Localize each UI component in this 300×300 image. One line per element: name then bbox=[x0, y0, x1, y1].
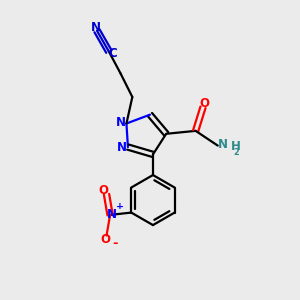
Text: -: - bbox=[112, 237, 118, 250]
Text: C: C bbox=[108, 47, 117, 60]
Text: O: O bbox=[199, 97, 209, 110]
Text: N: N bbox=[117, 141, 127, 154]
Text: N: N bbox=[91, 21, 101, 34]
Text: +: + bbox=[116, 202, 124, 211]
Text: N: N bbox=[116, 116, 126, 128]
Text: H: H bbox=[231, 140, 241, 153]
Text: N: N bbox=[218, 138, 228, 151]
Text: N: N bbox=[106, 208, 116, 221]
Text: O: O bbox=[98, 184, 108, 197]
Text: 2: 2 bbox=[233, 148, 239, 157]
Text: O: O bbox=[100, 233, 110, 247]
